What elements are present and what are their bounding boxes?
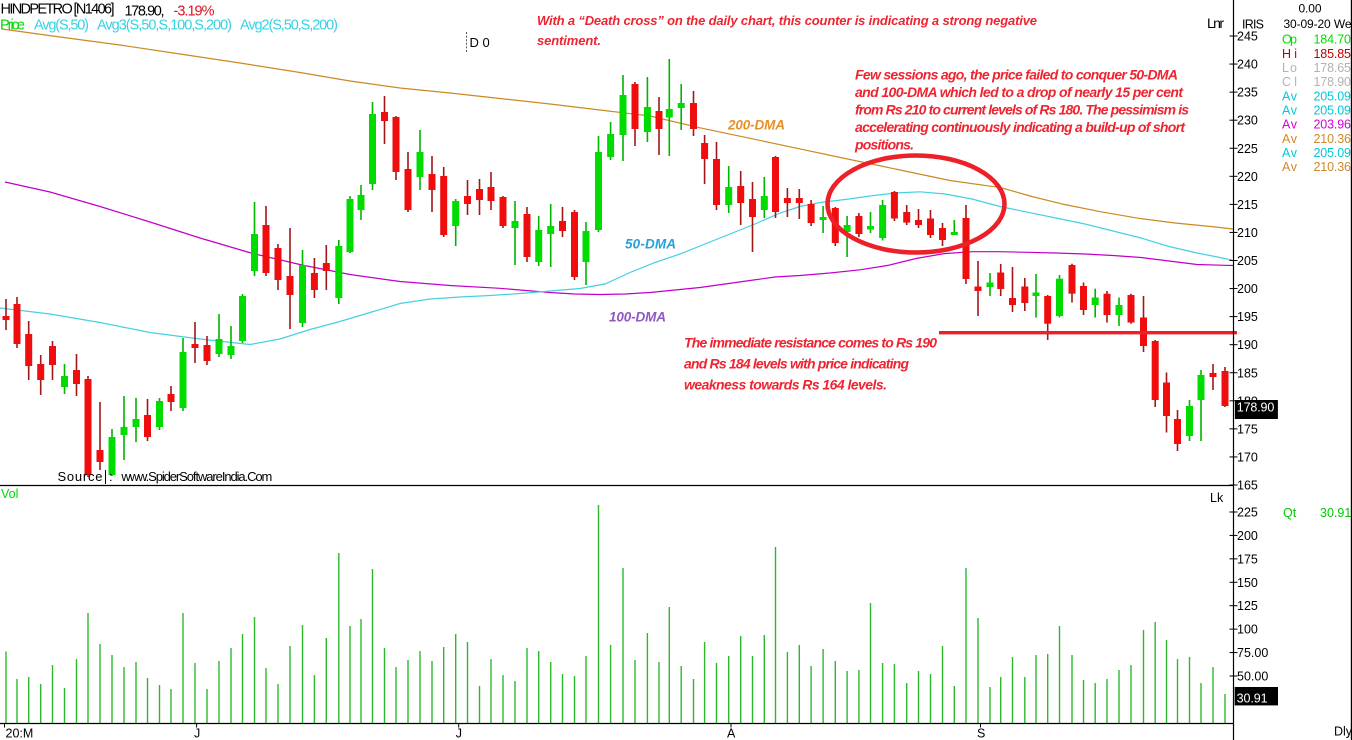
svg-text::: : — [109, 469, 113, 484]
svg-text:210.36: 210.36 — [1314, 132, 1352, 146]
svg-text:Av: Av — [1282, 132, 1298, 146]
svg-text:Hi: Hi — [1282, 47, 1297, 61]
svg-text:D 0: D 0 — [470, 35, 490, 50]
svg-text:230: 230 — [1237, 114, 1258, 128]
svg-text:accelerating continuously indi: accelerating continuously indicating a b… — [855, 119, 1186, 135]
svg-text:positions.: positions. — [854, 136, 914, 152]
svg-text:240: 240 — [1237, 58, 1258, 72]
svg-text:195: 195 — [1237, 310, 1258, 324]
svg-text:The immediate resistance comes: The immediate resistance comes to Rs 190 — [684, 335, 937, 351]
svg-text:from Rs 210 to current levels: from Rs 210 to current levels of Rs 180.… — [855, 102, 1189, 118]
svg-text:Lnr: Lnr — [1207, 15, 1224, 31]
svg-text:100: 100 — [1237, 623, 1258, 637]
svg-text:Av: Av — [1282, 118, 1298, 132]
svg-text:Source: Source — [58, 469, 103, 484]
svg-text:203.96: 203.96 — [1314, 118, 1352, 132]
svg-text:J: J — [194, 726, 200, 740]
svg-text:225: 225 — [1237, 142, 1258, 156]
svg-text:190: 190 — [1237, 338, 1258, 352]
svg-text:175: 175 — [1237, 552, 1258, 566]
svg-text:215: 215 — [1237, 198, 1258, 212]
svg-text:225: 225 — [1237, 506, 1258, 520]
svg-text:245: 245 — [1237, 30, 1258, 44]
svg-text:210: 210 — [1237, 226, 1258, 240]
svg-text:S: S — [977, 726, 985, 740]
svg-text:www.SpiderSoftwareIndia.Com: www.SpiderSoftwareIndia.Com — [120, 469, 272, 484]
svg-text:75.00: 75.00 — [1237, 646, 1268, 660]
svg-text:sentiment.: sentiment. — [537, 33, 601, 48]
svg-text:185.85: 185.85 — [1314, 47, 1352, 61]
svg-text:0.00: 0.00 — [1299, 2, 1322, 16]
svg-text:178.90: 178.90 — [1314, 75, 1352, 89]
svg-text:178.90,: 178.90, — [125, 4, 165, 20]
svg-text:205: 205 — [1237, 254, 1258, 268]
svg-text:Av: Av — [1282, 160, 1298, 174]
svg-text:30.91: 30.91 — [1237, 692, 1268, 706]
svg-text:Lk: Lk — [1210, 491, 1224, 505]
svg-text:30-09-20 We: 30-09-20 We — [1284, 17, 1352, 31]
svg-text:205.09: 205.09 — [1314, 103, 1352, 117]
svg-text:HINDPETRO [N1406]: HINDPETRO [N1406] — [1, 2, 115, 18]
svg-text:A: A — [727, 726, 736, 740]
svg-text:and 100-DMA which led to a dro: and 100-DMA which led to a drop of nearl… — [855, 84, 1184, 100]
svg-text:Cl: Cl — [1282, 75, 1297, 89]
svg-text:Avg3(S,50,S,100,S,200): Avg3(S,50,S,100,S,200) — [97, 17, 232, 33]
svg-text:20:M: 20:M — [6, 726, 34, 740]
svg-text:150: 150 — [1237, 576, 1258, 590]
svg-text:Price: Price — [0, 17, 25, 33]
svg-text:165: 165 — [1237, 479, 1258, 493]
svg-text:Lo: Lo — [1282, 61, 1297, 75]
svg-text:Av: Av — [1282, 89, 1298, 103]
svg-text:178.65: 178.65 — [1314, 61, 1352, 75]
svg-text:125: 125 — [1237, 599, 1258, 613]
svg-text:200: 200 — [1237, 529, 1258, 543]
svg-text:205.09: 205.09 — [1314, 89, 1352, 103]
svg-text:220: 220 — [1237, 170, 1258, 184]
svg-text:100-DMA: 100-DMA — [609, 310, 666, 325]
svg-text:200-DMA: 200-DMA — [727, 118, 785, 133]
svg-text:IRIS: IRIS — [1242, 18, 1264, 32]
svg-text:210.36: 210.36 — [1314, 160, 1352, 174]
svg-text:weakness towards Rs 164 levels: weakness towards Rs 164 levels. — [684, 377, 887, 393]
svg-text:170: 170 — [1237, 450, 1258, 464]
svg-text:With a “Death cross” on the da: With a “Death cross” on the daily chart,… — [537, 13, 1037, 28]
svg-text:Vol: Vol — [1, 487, 18, 501]
svg-text:184.70: 184.70 — [1314, 33, 1352, 47]
svg-text:Qt: Qt — [1283, 506, 1297, 520]
svg-text:30.91: 30.91 — [1320, 506, 1351, 520]
svg-text:50-DMA: 50-DMA — [625, 237, 676, 252]
svg-text:185: 185 — [1237, 366, 1258, 380]
svg-text:Av: Av — [1282, 146, 1298, 160]
svg-text:-3.19%: -3.19% — [174, 4, 215, 20]
svg-text:Av: Av — [1282, 103, 1298, 117]
svg-text:Dly: Dly — [1334, 725, 1352, 739]
svg-text:50.00: 50.00 — [1237, 669, 1268, 683]
svg-text:J: J — [456, 726, 462, 740]
svg-text:Op: Op — [1282, 33, 1297, 47]
svg-text:and Rs 184 levels with price i: and Rs 184 levels with price indicating — [684, 356, 909, 372]
svg-text:Few sessions ago, the price fa: Few sessions ago, the price failed to co… — [855, 67, 1178, 83]
svg-text:175: 175 — [1237, 422, 1258, 436]
svg-text:Avg(S,50): Avg(S,50) — [34, 17, 89, 33]
svg-text:200: 200 — [1237, 282, 1258, 296]
svg-text:205.09: 205.09 — [1314, 146, 1352, 160]
svg-text:235: 235 — [1237, 86, 1258, 100]
svg-text:178.90: 178.90 — [1237, 401, 1275, 415]
svg-text:Avg2(S,50,S,200): Avg2(S,50,S,200) — [240, 17, 338, 33]
